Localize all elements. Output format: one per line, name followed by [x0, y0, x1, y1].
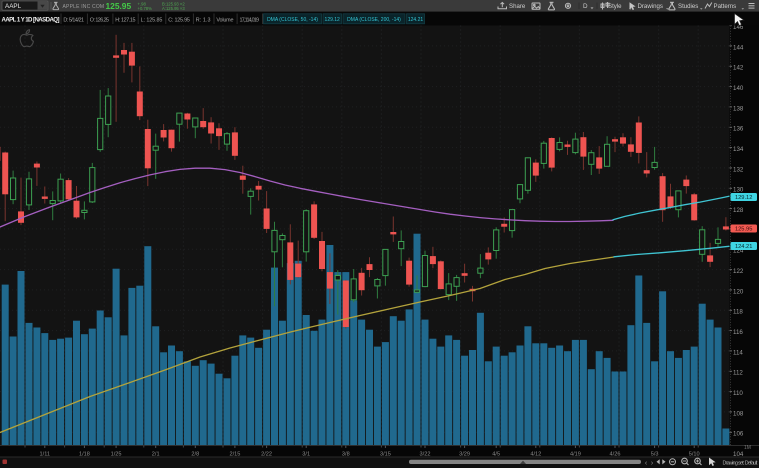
svg-text:124.21: 124.21	[735, 244, 752, 250]
svg-text:Drawing set: Default: Drawing set: Default	[723, 460, 759, 466]
svg-text:114: 114	[733, 349, 743, 356]
svg-text:4/12: 4/12	[530, 451, 541, 457]
svg-text:DMA (CLOSE, 200, -14): DMA (CLOSE, 200, -14)	[347, 17, 401, 23]
svg-text:124.21: 124.21	[408, 17, 424, 23]
svg-text:+.98: +.98	[138, 2, 147, 7]
svg-text:1/25: 1/25	[111, 451, 122, 457]
svg-text:116: 116	[733, 329, 743, 336]
svg-text:‹: ‹	[645, 460, 648, 467]
svg-text:5/3: 5/3	[651, 451, 659, 457]
svg-text:1M: 1M	[744, 445, 751, 451]
svg-text:›: ›	[651, 460, 654, 467]
svg-text:Studies: Studies	[678, 3, 698, 10]
svg-text:106: 106	[733, 431, 744, 438]
svg-text:3/29: 3/29	[459, 451, 470, 457]
svg-text:144: 144	[733, 44, 744, 51]
svg-text:112: 112	[733, 370, 743, 377]
svg-text:104: 104	[733, 451, 744, 458]
svg-text:B:125.93 ×2: B:125.93 ×2	[162, 2, 185, 7]
svg-text:Volume: Volume	[216, 18, 233, 24]
svg-text:125.95: 125.95	[106, 1, 132, 11]
svg-text:5/10: 5/10	[689, 451, 700, 457]
svg-text:Patterns: Patterns	[714, 3, 737, 10]
svg-text:124: 124	[733, 248, 744, 255]
svg-text:134: 134	[733, 146, 744, 153]
svg-text:1/11: 1/11	[40, 451, 50, 457]
svg-text:DMA (CLOSE, 50, -14): DMA (CLOSE, 50, -14)	[267, 17, 318, 23]
svg-text:C: 125.95: C: 125.95	[168, 18, 190, 24]
svg-text:110: 110	[733, 390, 743, 397]
svg-text:132: 132	[733, 166, 744, 173]
svg-text:2/8: 2/8	[191, 451, 199, 457]
svg-text:142: 142	[733, 65, 744, 72]
svg-text:3/22: 3/22	[420, 451, 431, 457]
svg-text:D: D	[583, 3, 588, 10]
svg-text:1/18: 1/18	[79, 451, 90, 457]
svg-text:118: 118	[733, 309, 743, 316]
svg-text:4/19: 4/19	[570, 451, 581, 457]
svg-text:138: 138	[733, 105, 744, 112]
svg-text:129.12: 129.12	[735, 195, 752, 201]
svg-text:120: 120	[733, 288, 744, 295]
svg-text:146: 146	[733, 24, 744, 31]
svg-text:D: 5/14/21: D: 5/14/21	[63, 18, 84, 24]
svg-text:A:125.95 ×3: A:125.95 ×3	[162, 6, 185, 11]
svg-text:129.12: 129.12	[325, 17, 341, 23]
svg-text:2/22: 2/22	[261, 451, 272, 457]
svg-text:3/1: 3/1	[302, 451, 310, 457]
svg-text:3/15: 3/15	[380, 451, 391, 457]
svg-text:AAPL: AAPL	[5, 3, 22, 10]
svg-text:108: 108	[733, 410, 744, 417]
svg-text:125.95: 125.95	[735, 227, 752, 233]
svg-text:140: 140	[733, 85, 744, 92]
svg-text:2/15: 2/15	[229, 451, 240, 457]
svg-text:Style: Style	[608, 3, 622, 10]
svg-text:O: 126.25: O: 126.25	[90, 18, 109, 24]
svg-text:4/5: 4/5	[492, 451, 500, 457]
svg-text:+0.78%: +0.78%	[138, 6, 153, 11]
svg-text:L: 125.85: L: 125.85	[141, 18, 163, 24]
svg-text:AAPL 1 Y 1D [NASDAQ]: AAPL 1 Y 1D [NASDAQ]	[2, 17, 60, 24]
svg-text:3/8: 3/8	[342, 451, 350, 457]
svg-text:130: 130	[733, 187, 744, 194]
svg-text:17,114,019: 17,114,019	[240, 18, 260, 24]
svg-text:H: 127.15: H: 127.15	[115, 18, 135, 24]
svg-text:R: 1.3: R: 1.3	[196, 18, 211, 24]
svg-text:2/1: 2/1	[152, 451, 160, 457]
svg-text:128: 128	[733, 207, 744, 214]
svg-text:Drawings: Drawings	[638, 3, 663, 10]
svg-text:122: 122	[733, 268, 744, 275]
svg-text:136: 136	[733, 126, 744, 133]
svg-text:Share: Share	[509, 3, 526, 10]
svg-text:APPLE INC COM: APPLE INC COM	[63, 4, 105, 10]
svg-text:4/26: 4/26	[610, 451, 621, 457]
